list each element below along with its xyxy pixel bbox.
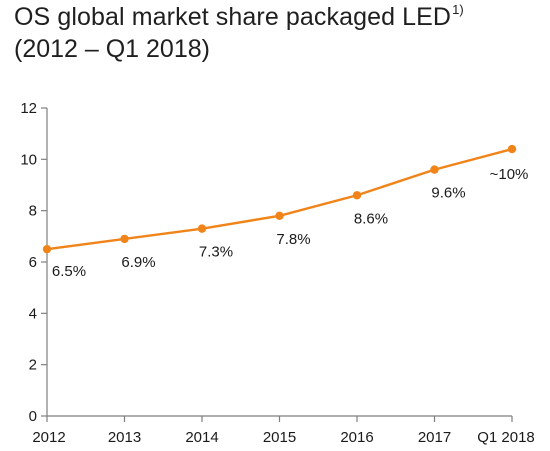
- y-tick-label: 0: [29, 408, 37, 425]
- y-tick-label: 8: [29, 203, 37, 220]
- footnote-marker: 1): [452, 2, 464, 17]
- y-tick-label: 10: [20, 151, 37, 168]
- data-label: 6.5%: [52, 263, 86, 280]
- data-point: [507, 144, 517, 154]
- x-tick-label: 2013: [108, 429, 141, 446]
- data-label: ~10%: [490, 166, 529, 183]
- data-label: 6.9%: [121, 254, 155, 271]
- x-tick-label: 2015: [263, 429, 296, 446]
- data-point: [430, 165, 439, 174]
- data-point: [275, 211, 284, 220]
- x-tick-label: 2017: [418, 429, 451, 446]
- y-tick-label: 12: [20, 100, 37, 117]
- data-point: [120, 234, 129, 244]
- x-tick-label: Q1 2018: [477, 429, 535, 446]
- data-label: 7.8%: [276, 231, 310, 248]
- x-tick-label: 2014: [185, 429, 218, 446]
- data-point: [352, 191, 362, 200]
- y-tick-label: 6: [29, 254, 37, 271]
- x-tick-label: 2016: [340, 429, 373, 446]
- chart-title-text: OS global market share packaged LED: [14, 3, 452, 31]
- data-label: 9.6%: [431, 185, 465, 202]
- y-tick-label: 2: [29, 357, 37, 374]
- x-tick-label: 2012: [32, 429, 65, 446]
- data-point: [197, 224, 207, 233]
- chart-subtitle: (2012 – Q1 2018): [14, 35, 210, 63]
- data-point: [42, 244, 52, 254]
- chart-title: OS global market share packaged LED1): [14, 2, 464, 36]
- data-label: 7.3%: [199, 244, 233, 261]
- data-label: 8.6%: [354, 210, 388, 227]
- y-tick-label: 4: [29, 305, 37, 322]
